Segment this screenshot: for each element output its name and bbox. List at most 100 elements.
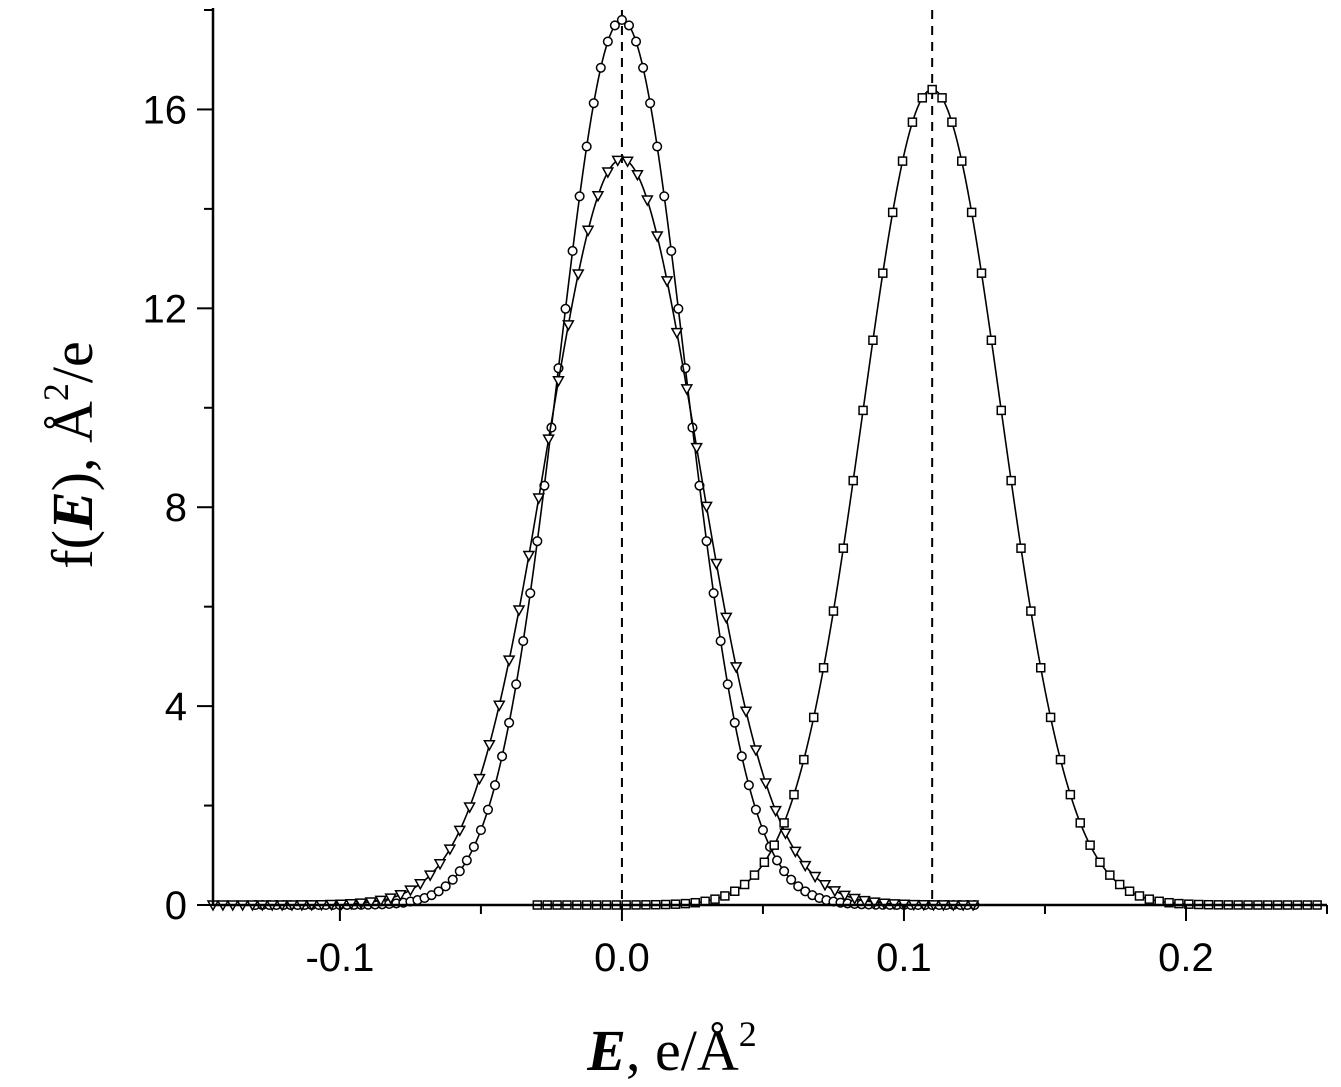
data-point bbox=[511, 679, 522, 690]
data-point bbox=[818, 663, 829, 673]
y-tick-label: 16 bbox=[143, 88, 188, 132]
data-point bbox=[779, 828, 792, 840]
data-point bbox=[927, 84, 937, 95]
data-point bbox=[641, 195, 654, 207]
data-point bbox=[1124, 886, 1135, 896]
data-point bbox=[966, 207, 977, 218]
data-point bbox=[666, 245, 677, 257]
data-point bbox=[887, 207, 898, 218]
series-layer bbox=[206, 14, 1322, 912]
data-point bbox=[404, 885, 417, 897]
data-point bbox=[789, 789, 799, 800]
data-point bbox=[877, 898, 891, 910]
data-point bbox=[621, 156, 634, 168]
data-point bbox=[838, 543, 849, 553]
data-point bbox=[828, 606, 839, 616]
data-point bbox=[749, 870, 760, 880]
data-point bbox=[722, 679, 733, 690]
data-point bbox=[364, 897, 378, 909]
data-point bbox=[907, 117, 918, 127]
data-point bbox=[779, 866, 790, 877]
data-point bbox=[1055, 754, 1066, 765]
data-point bbox=[532, 536, 543, 547]
series-line bbox=[213, 158, 975, 906]
x-tick-label: 0.1 bbox=[876, 936, 932, 980]
data-point bbox=[473, 773, 486, 786]
data-point bbox=[1134, 891, 1145, 901]
data-point bbox=[789, 846, 802, 858]
data-point bbox=[638, 62, 649, 73]
data-point bbox=[858, 405, 868, 416]
data-point bbox=[1006, 475, 1016, 486]
data-point bbox=[673, 303, 684, 314]
data-point bbox=[720, 612, 733, 624]
data-point bbox=[601, 167, 615, 179]
data-point bbox=[562, 320, 575, 332]
tick-labels: 0 4 8 12 16 -0.1 0.0 0.1 0.2 bbox=[143, 88, 1214, 980]
data-point bbox=[631, 169, 644, 182]
y-axis-title-tail: /e bbox=[40, 341, 105, 383]
data-point bbox=[468, 841, 479, 852]
data-point bbox=[710, 894, 720, 904]
data-point bbox=[588, 98, 599, 109]
data-point bbox=[602, 36, 613, 47]
data-point bbox=[611, 155, 624, 167]
series-triangle-down bbox=[206, 155, 980, 912]
x-tick-label: 0.2 bbox=[1158, 936, 1214, 980]
data-point bbox=[414, 879, 427, 891]
data-point bbox=[525, 588, 536, 599]
data-point bbox=[483, 740, 496, 752]
data-point bbox=[808, 871, 822, 884]
data-point bbox=[828, 886, 842, 898]
data-point bbox=[659, 191, 670, 202]
data-point bbox=[736, 751, 747, 762]
data-point bbox=[779, 818, 789, 828]
data-point bbox=[947, 117, 957, 127]
data-point bbox=[571, 269, 585, 281]
data-point bbox=[759, 778, 773, 790]
data-point bbox=[700, 501, 713, 513]
y-tick-label: 12 bbox=[143, 287, 188, 331]
data-point bbox=[447, 874, 458, 885]
data-point bbox=[1016, 543, 1026, 553]
data-point bbox=[433, 859, 447, 871]
data-point bbox=[581, 141, 592, 152]
data-point bbox=[453, 825, 467, 837]
data-point bbox=[793, 881, 804, 892]
data-point bbox=[670, 327, 684, 340]
data-point bbox=[482, 804, 494, 815]
y-axis-title-rest: ), Å bbox=[40, 401, 105, 491]
series-square bbox=[532, 84, 1322, 910]
data-point bbox=[440, 881, 451, 892]
data-point bbox=[838, 890, 852, 902]
data-point bbox=[690, 897, 701, 908]
data-point bbox=[739, 706, 753, 718]
data-point bbox=[489, 780, 501, 791]
data-point bbox=[937, 93, 947, 103]
data-point bbox=[1164, 897, 1174, 908]
data-point bbox=[769, 805, 782, 818]
data-point bbox=[848, 475, 858, 486]
data-point bbox=[799, 754, 809, 765]
data-point bbox=[1105, 870, 1115, 880]
data-point bbox=[504, 717, 515, 728]
data-point bbox=[680, 384, 694, 396]
data-point bbox=[1144, 894, 1155, 904]
data-point bbox=[710, 558, 723, 571]
y-axis-title-sup: 2 bbox=[36, 383, 76, 401]
data-point bbox=[581, 225, 595, 237]
data-point bbox=[652, 141, 663, 152]
data-point bbox=[443, 844, 457, 856]
data-point bbox=[749, 745, 763, 757]
y-axis-title-prefix: f( bbox=[40, 530, 105, 569]
data-point bbox=[878, 268, 888, 278]
axes bbox=[197, 8, 1328, 921]
data-point bbox=[616, 14, 627, 25]
data-point bbox=[1026, 606, 1036, 616]
data-point bbox=[423, 870, 437, 882]
data-point bbox=[1174, 898, 1184, 909]
data-point bbox=[623, 20, 635, 31]
data-point bbox=[394, 890, 407, 902]
data-point bbox=[567, 245, 578, 257]
